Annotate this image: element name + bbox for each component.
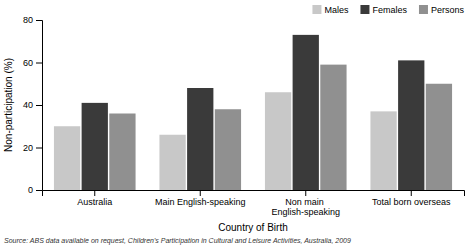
bar: [265, 92, 291, 190]
y-axis-title: Non-participation (%): [3, 58, 14, 152]
x-tick-mark: [411, 190, 412, 196]
legend: Males Females Persons: [312, 5, 464, 15]
y-axis-line: [36, 21, 43, 191]
bar: [159, 135, 185, 190]
y-tick-mark: [36, 105, 42, 106]
y-tick-label: 20: [23, 143, 33, 153]
bar: [215, 109, 241, 190]
bar: [398, 60, 424, 190]
y-tick: 40: [23, 100, 42, 110]
bar: [109, 114, 135, 191]
annotation: Source: ABS data available on request, C…: [4, 237, 351, 245]
bar: [370, 111, 396, 190]
legend-label: Persons: [431, 5, 465, 15]
x-tick: Non main English-speaking: [271, 190, 340, 217]
legend-swatch: [312, 5, 321, 14]
y-tick-label: 80: [23, 15, 33, 25]
y-tick: 20: [23, 143, 42, 153]
x-tick-label: Main English-speaking: [155, 197, 246, 207]
legend-item: Males: [312, 5, 349, 15]
x-axis-line: [43, 191, 465, 197]
bar-series: [82, 35, 425, 190]
legend-label: Males: [324, 5, 349, 15]
y-tick-label: 0: [28, 185, 33, 195]
y-tick: 0: [28, 185, 42, 195]
x-tick-label: Australia: [77, 197, 112, 207]
x-tick-mark: [305, 190, 306, 196]
y-axis: 0 20 40 60 80: [23, 15, 43, 195]
x-tick-mark: [94, 190, 95, 196]
legend-item: Females: [360, 5, 407, 15]
x-tick-label: Total born overseas: [372, 197, 451, 207]
legend-swatch: [419, 5, 428, 14]
plot: 0 20 40 60 80 Australia Main English-speaking N…: [3, 15, 465, 233]
chart: 0 20 40 60 80 Australia Main English-speaking N…: [0, 0, 472, 246]
legend-item: Persons: [419, 5, 465, 15]
legend-swatch: [360, 5, 369, 14]
bar: [426, 84, 452, 190]
x-tick: Main English-speaking: [155, 190, 246, 207]
bar: [187, 88, 213, 190]
x-tick-mark: [200, 190, 201, 196]
bar-series: [109, 65, 452, 190]
bar: [82, 103, 108, 190]
x-axis: Australia Main English-speaking Non main E…: [43, 190, 465, 217]
bar: [54, 126, 80, 190]
legend-label: Females: [372, 5, 407, 15]
bar: [293, 35, 319, 190]
x-tick-label: Non main English-speaking: [271, 197, 340, 217]
y-tick: 60: [23, 58, 42, 68]
y-tick-label: 60: [23, 58, 33, 68]
x-tick: Australia: [77, 190, 112, 207]
bar: [320, 65, 346, 190]
x-axis-title: Country of Birth: [218, 222, 287, 233]
y-tick-mark: [36, 20, 42, 21]
y-tick-mark: [36, 190, 42, 191]
bars: [54, 35, 452, 190]
y-tick-mark: [36, 148, 42, 149]
x-tick: Total born overseas: [372, 190, 451, 207]
y-tick-label: 40: [23, 100, 33, 110]
y-tick: 80: [23, 15, 42, 25]
y-tick-mark: [36, 63, 42, 64]
